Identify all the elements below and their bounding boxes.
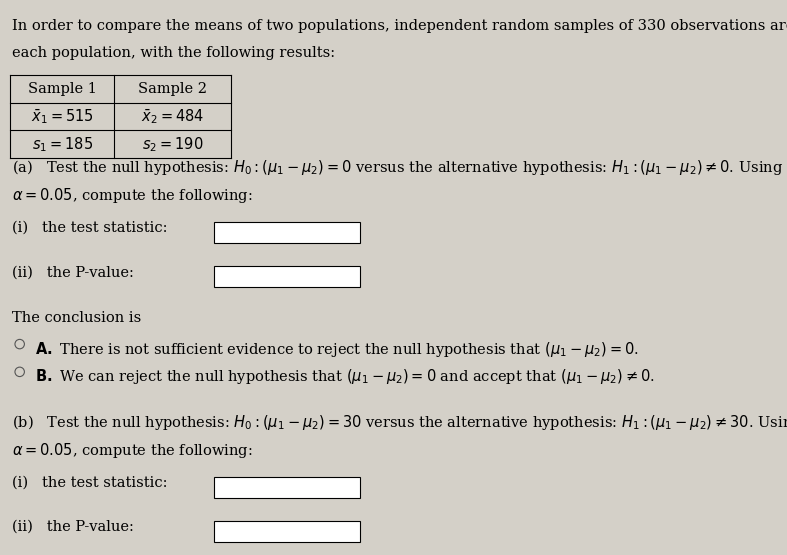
Text: In order to compare the means of two populations, independent random samples of : In order to compare the means of two pop… [12,19,787,33]
Text: each population, with the following results:: each population, with the following resu… [12,46,335,60]
Text: (i)   the test statistic:: (i) the test statistic: [12,221,168,235]
FancyBboxPatch shape [214,521,360,542]
Text: (i)   the test statistic:: (i) the test statistic: [12,476,168,490]
FancyBboxPatch shape [214,222,360,243]
Text: (b)   Test the null hypothesis: $H_0 : (\mu_1 - \mu_2) = 30$ versus the alternat: (b) Test the null hypothesis: $H_0 : (\m… [12,413,787,432]
Text: $s_2 = 190$: $s_2 = 190$ [142,135,203,154]
Text: $\bar{x}_1 = 515$: $\bar{x}_1 = 515$ [31,107,94,126]
Text: Sample 2: Sample 2 [138,82,207,96]
Text: (ii)   the P-value:: (ii) the P-value: [12,520,134,534]
Text: $\bar{x}_2 = 484$: $\bar{x}_2 = 484$ [141,107,204,126]
Text: $\alpha = 0.05$, compute the following:: $\alpha = 0.05$, compute the following: [12,186,253,205]
FancyBboxPatch shape [214,266,360,287]
Text: The conclusion is: The conclusion is [12,311,141,325]
FancyBboxPatch shape [214,477,360,498]
Text: Sample 1: Sample 1 [28,82,97,96]
Text: $\mathbf{B.}$ We can reject the null hypothesis that $(\mu_1 - \mu_2) = 0$ and a: $\mathbf{B.}$ We can reject the null hyp… [35,367,655,386]
Text: (a)   Test the null hypothesis: $H_0 : (\mu_1 - \mu_2) = 0$ versus the alternati: (a) Test the null hypothesis: $H_0 : (\m… [12,158,783,177]
Text: (ii)   the P-value:: (ii) the P-value: [12,265,134,279]
Text: $s_1 = 185$: $s_1 = 185$ [31,135,93,154]
Text: $\mathbf{A.}$ There is not sufficient evidence to reject the null hypothesis tha: $\mathbf{A.}$ There is not sufficient ev… [35,340,639,359]
Text: $\alpha = 0.05$, compute the following:: $\alpha = 0.05$, compute the following: [12,441,253,460]
